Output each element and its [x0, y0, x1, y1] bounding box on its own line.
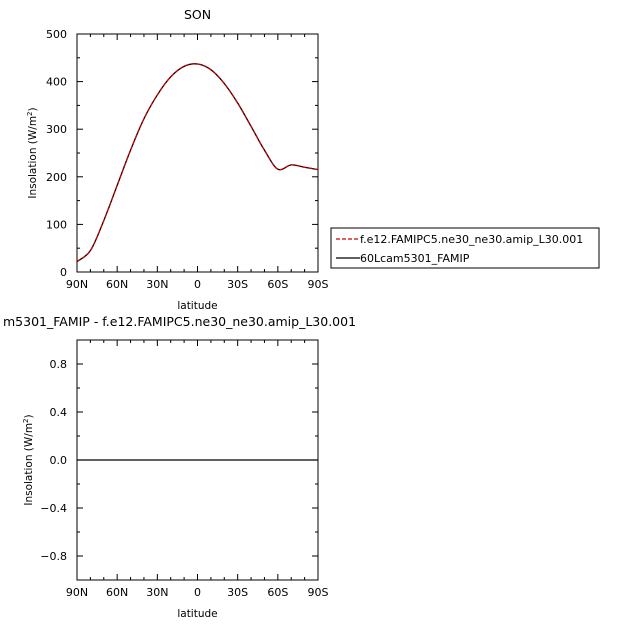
top-y-axis-label: Insolation (W/m2)	[26, 107, 39, 198]
bottom-chart-title: m5301_FAMIP - f.e12.FAMIPC5.ne30_ne30.am…	[3, 314, 356, 329]
bottom-x-axis-label: latitude	[177, 608, 217, 620]
top-x-tick-label: 30N	[146, 278, 168, 291]
bottom-x-tick-label: 90N	[66, 586, 88, 599]
legend-label-series-1: f.e12.FAMIPC5.ne30_ne30.amip_L30.001	[360, 233, 583, 246]
top-y-tick-label: 0	[60, 266, 67, 279]
legend-label-series-2: 60Lcam5301_FAMIP	[360, 252, 470, 265]
legend: f.e12.FAMIPC5.ne30_ne30.amip_L30.001 60L…	[330, 227, 600, 269]
top-y-tick-label: 300	[46, 123, 67, 136]
bottom-panel: m5301_FAMIP - f.e12.FAMIPC5.ne30_ne30.am…	[3, 314, 356, 620]
bottom-y-tick-label: −0.8	[40, 550, 67, 563]
top-x-tick-label: 90N	[66, 278, 88, 291]
bottom-y-tick-label: 0.0	[50, 454, 68, 467]
top-x-tick-label: 0	[194, 278, 201, 291]
legend-box	[330, 227, 600, 269]
top-y-tick-label: 100	[46, 218, 67, 231]
top-y-tick-label: 400	[46, 76, 67, 89]
bottom-x-tick-label: 0	[194, 586, 201, 599]
bottom-y-axis-label-sup: 2	[22, 418, 30, 422]
bottom-y-tick-label: −0.4	[40, 502, 67, 515]
top-y-tick-label: 200	[46, 171, 67, 184]
bottom-ticks: 90N 60N 30N 0 30S 60S 90S 0.8 0.4 0.0 −0.4 −0.8	[40, 339, 329, 599]
top-series-line	[76, 63, 319, 263]
top-y-axis-label-end: )	[27, 107, 39, 111]
bottom-x-tick-label: 90S	[308, 586, 329, 599]
bottom-y-tick-label: 0.4	[50, 406, 68, 419]
top-panel: SON 90N 60N 30N 0 30S 60S 90S0100200300400500 …	[26, 7, 329, 312]
top-x-tick-label: 60N	[106, 278, 128, 291]
top-x-tick-label: 30S	[227, 278, 248, 291]
bottom-x-tick-label: 30S	[227, 586, 248, 599]
bottom-y-axis-label-main: Insolation (W/m	[23, 423, 35, 506]
top-series-line	[76, 63, 319, 263]
bottom-x-tick-label: 30N	[146, 586, 168, 599]
top-x-tick-label: 90S	[308, 278, 329, 291]
top-series-lines	[76, 63, 319, 263]
top-y-tick-label: 500	[46, 28, 67, 41]
bottom-y-tick-label: 0.8	[50, 358, 68, 371]
top-chart-title: SON	[184, 7, 211, 22]
top-x-tick-label: 60S	[267, 278, 288, 291]
top-plot-frame	[76, 33, 319, 273]
top-y-axis-label-sup: 2	[26, 111, 34, 115]
bottom-y-axis-label-end: )	[23, 414, 35, 418]
bottom-x-tick-label: 60S	[267, 586, 288, 599]
top-ticks: 90N 60N 30N 0 30S 60S 90S 0 100 200 300 400 500	[46, 28, 329, 291]
bottom-y-axis-label: Insolation (W/m2)	[22, 414, 35, 505]
top-x-axis-label: latitude	[177, 300, 217, 312]
bottom-x-tick-label: 60N	[106, 586, 128, 599]
top-y-axis-label-main: Insolation (W/m	[27, 116, 39, 199]
